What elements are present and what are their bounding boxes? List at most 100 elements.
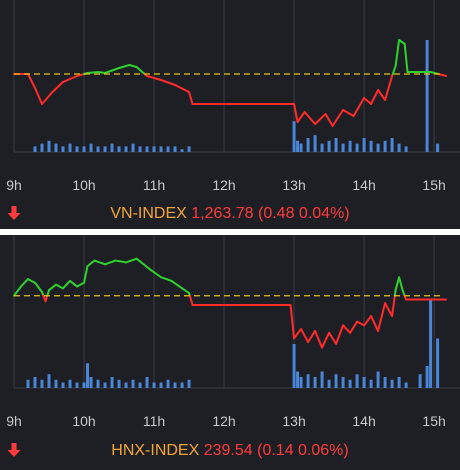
vn-price-segment: [104, 67, 121, 74]
hnx-volume-bar: [54, 379, 58, 388]
hnx-volume-bar: [40, 379, 44, 388]
vn-price-segment: [303, 111, 317, 125]
vn-index-summary: VN-INDEX 1,263.78 (0.48 0.04%): [0, 205, 460, 223]
vn-price-segment: [403, 43, 409, 73]
hnx-x-tick-label: 14h: [352, 413, 375, 429]
hnx-volume-bar: [369, 379, 373, 388]
vn-price-segment: [314, 113, 327, 125]
hnx-price-segment: [384, 302, 394, 318]
vn-volume-bar: [313, 135, 317, 152]
vn-volume-bar: [327, 140, 331, 152]
vn-x-tick-label: 15h: [422, 177, 445, 193]
vn-price-segment: [324, 113, 334, 127]
hnx-price-segment: [293, 328, 303, 340]
hnx-volume-bar: [166, 379, 170, 388]
hnx-volume-bar: [436, 338, 440, 388]
hnx-volume-bar: [187, 379, 191, 388]
vn-price-segment: [160, 79, 177, 86]
vn-volume-bar: [166, 146, 170, 152]
vn-volume-bar: [124, 146, 128, 152]
vn-index-value: 1,263.78 (0.48 0.04%): [191, 205, 350, 222]
hnx-price-segment: [62, 279, 72, 290]
hnx-volume-bar: [47, 374, 51, 388]
vn-volume-bar: [61, 146, 65, 152]
vn-x-tick-label: 13h: [282, 177, 305, 193]
vn-price-segment: [86, 71, 100, 74]
hnx-price-segment: [20, 278, 30, 288]
vn-price-segment: [146, 75, 163, 81]
hnx-price-segment: [149, 268, 163, 279]
hnx-volume-bar: [180, 382, 184, 388]
hnx-price-segment: [55, 283, 65, 290]
hnx-price-segment: [328, 331, 338, 345]
hnx-volume-bar: [103, 382, 107, 388]
hnx-x-tick-label: 13h: [282, 413, 305, 429]
vn-volume-bar: [173, 146, 177, 152]
vn-volume-bar: [68, 143, 72, 152]
vn-volume-bar: [131, 143, 135, 152]
hnx-price-segment: [93, 259, 107, 266]
vn-price-segment: [118, 64, 131, 69]
hnx-price-segment: [349, 320, 359, 334]
hnx-volume-bar: [327, 379, 331, 388]
vn-price-segment: [135, 66, 146, 75]
vn-volume-bar: [180, 149, 184, 152]
hnx-volume-bar: [404, 382, 408, 388]
hnx-volume-bar: [383, 377, 387, 388]
down-arrow-icon: [7, 206, 21, 220]
vn-price-segment: [370, 89, 380, 105]
vn-price-segment: [128, 64, 138, 68]
hnx-volume-bar: [376, 371, 380, 388]
vn-volume-bar: [159, 146, 163, 152]
hnx-price-segment: [300, 328, 310, 344]
vn-price-segment: [34, 87, 44, 105]
hnx-volume-bar: [348, 379, 352, 388]
vn-volume-bar: [187, 146, 191, 152]
hnx-price-segment: [160, 276, 173, 282]
vn-volume-bar: [320, 143, 324, 152]
vn-volume-bar: [299, 143, 303, 152]
hnx-volume-bar: [334, 374, 338, 388]
hnx-price-segment: [104, 259, 117, 266]
hnx-price-segment: [76, 281, 86, 288]
vn-price-segment: [293, 103, 299, 123]
vn-volume-bar: [306, 138, 310, 152]
hnx-price-segment: [394, 276, 401, 292]
vn-x-tick-label: 10h: [72, 177, 95, 193]
hnx-price-segment: [356, 320, 366, 327]
vn-price-segment: [394, 39, 401, 67]
hnx-volume-bar: [145, 377, 149, 388]
vn-volume-bar: [348, 140, 352, 152]
vn-price-segment: [62, 75, 79, 83]
vn-volume-bar: [117, 146, 121, 152]
vn-volume-bar: [96, 146, 100, 152]
hnx-volume-bar: [110, 377, 114, 388]
hnx-index-panel: 9h 10h 11h 12h 13h 14h 15h HNX-INDEX 239.54 (0…: [0, 235, 460, 470]
hnx-price-segment: [289, 304, 296, 340]
vn-price-segment: [391, 65, 397, 75]
vn-price-segment: [377, 89, 387, 101]
vn-price-segment: [296, 111, 306, 123]
hnx-price-segment: [135, 257, 145, 266]
vn-price-segment: [97, 71, 107, 74]
vn-x-tick-label: 9h: [6, 177, 22, 193]
hnx-price-segment: [181, 287, 191, 294]
hnx-price-segment: [48, 283, 58, 292]
vn-price-segment: [398, 39, 406, 45]
vn-volume-bar: [82, 146, 86, 152]
hnx-volume-bar: [117, 379, 121, 388]
vn-volume-bar: [89, 143, 93, 152]
vn-volume-bar: [376, 143, 380, 152]
vn-volume-bar: [292, 121, 296, 152]
hnx-volume-bar: [124, 382, 128, 388]
hnx-price-segment: [142, 263, 152, 271]
hnx-price-segment: [377, 302, 387, 332]
vn-volume-bar: [110, 143, 114, 152]
hnx-price-segment: [114, 259, 128, 264]
vn-volume-bar: [138, 146, 142, 152]
hnx-volume-bar: [429, 300, 433, 388]
hnx-volume-bar: [152, 382, 156, 388]
vn-price-segment: [76, 73, 86, 77]
hnx-price-segment: [86, 259, 96, 268]
hnx-volume-bar: [33, 377, 37, 388]
